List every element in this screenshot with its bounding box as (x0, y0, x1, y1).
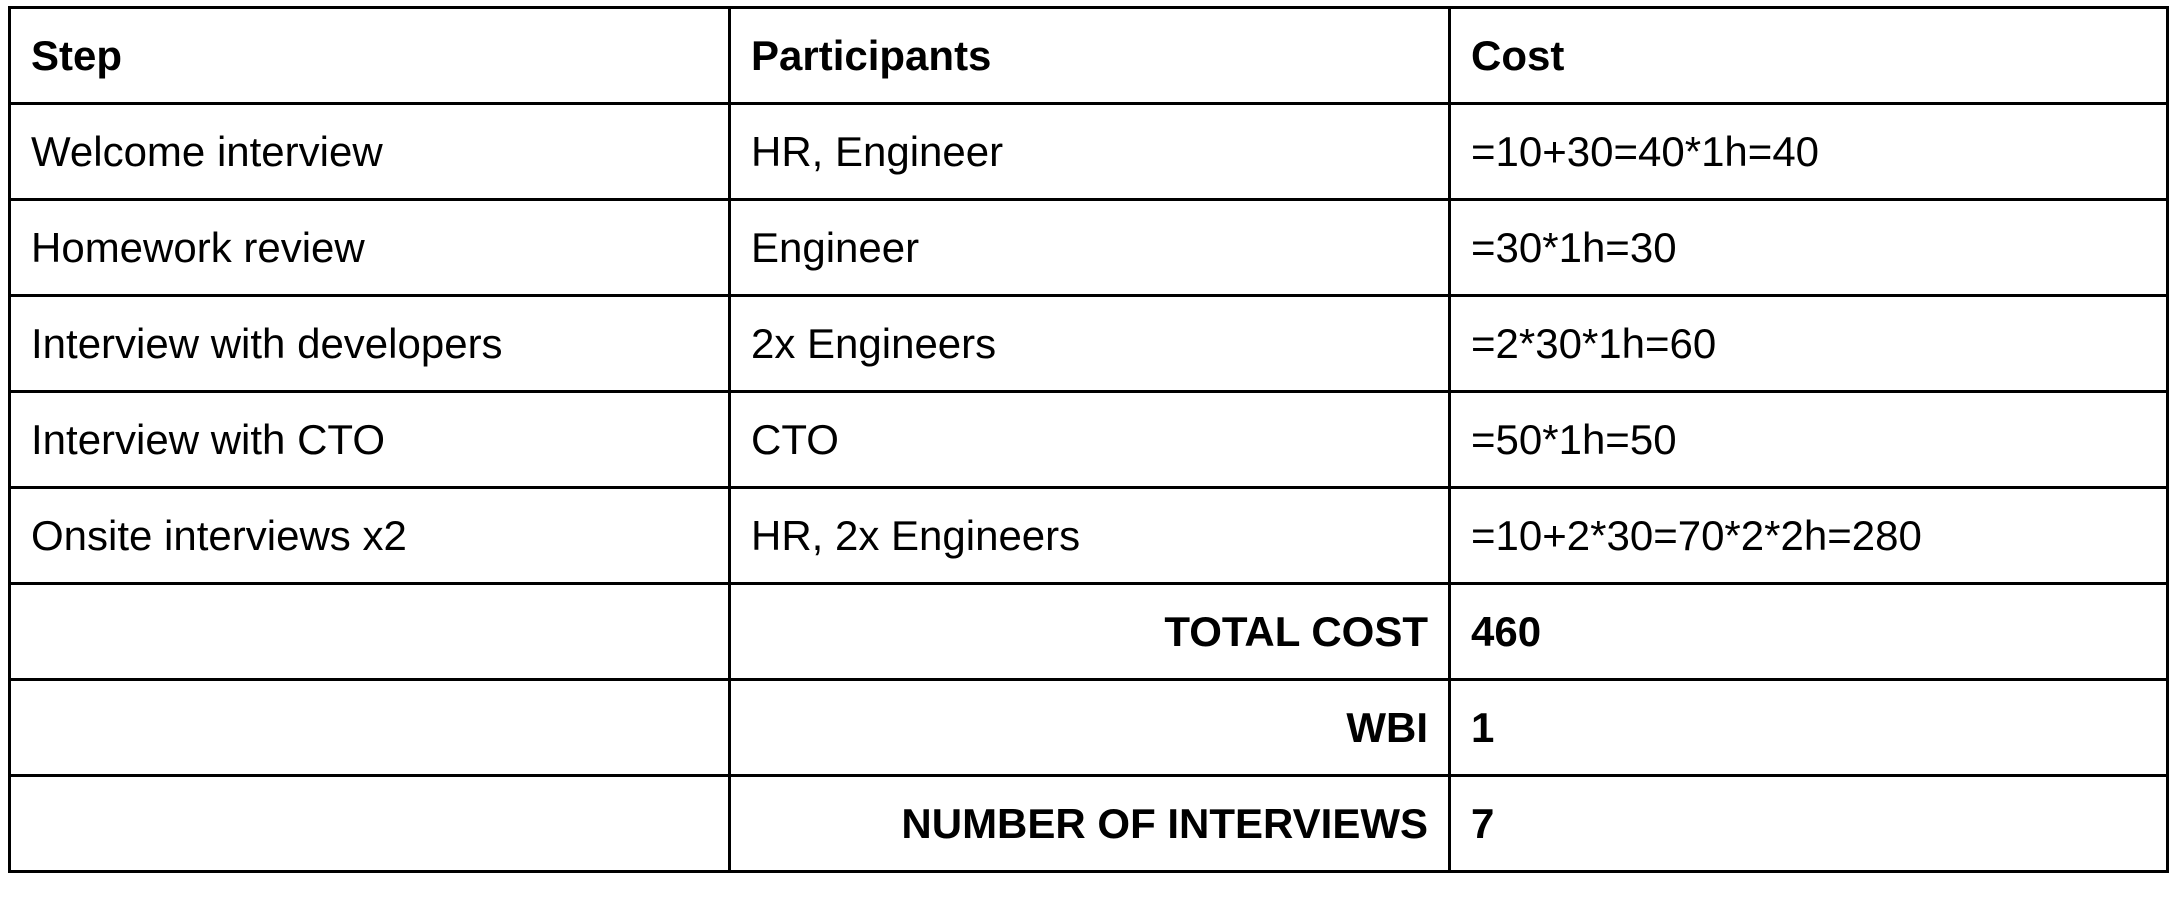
cell-participants: CTO (728, 390, 1451, 489)
summary-empty-cell (8, 678, 731, 777)
cell-step: Homework review (8, 198, 731, 297)
table-row: Homework review Engineer =30*1h=30 (8, 198, 2169, 297)
cell-step: Welcome interview (8, 102, 731, 201)
table-header-row: Step Participants Cost (8, 6, 2169, 105)
summary-value: 1 (1448, 678, 2169, 777)
cell-step: Interview with CTO (8, 390, 731, 489)
summary-row-number-of-interviews: NUMBER OF INTERVIEWS 7 (8, 774, 2169, 873)
cell-step: Onsite interviews x2 (8, 486, 731, 585)
cell-participants: HR, 2x Engineers (728, 486, 1451, 585)
cell-cost: =50*1h=50 (1448, 390, 2169, 489)
summary-label: NUMBER OF INTERVIEWS (728, 774, 1451, 873)
cell-participants: HR, Engineer (728, 102, 1451, 201)
table-row: Onsite interviews x2 HR, 2x Engineers =1… (8, 486, 2169, 585)
summary-value: 460 (1448, 582, 2169, 681)
table-row: Interview with developers 2x Engineers =… (8, 294, 2169, 393)
cell-cost: =2*30*1h=60 (1448, 294, 2169, 393)
summary-empty-cell (8, 774, 731, 873)
header-cost: Cost (1448, 6, 2169, 105)
cell-participants: Engineer (728, 198, 1451, 297)
cell-participants: 2x Engineers (728, 294, 1451, 393)
table-row: Welcome interview HR, Engineer =10+30=40… (8, 102, 2169, 201)
cell-cost: =10+2*30=70*2*2h=280 (1448, 486, 2169, 585)
summary-empty-cell (8, 582, 731, 681)
interview-cost-table: Step Participants Cost Welcome interview… (8, 6, 2169, 873)
header-participants: Participants (728, 6, 1451, 105)
cell-step: Interview with developers (8, 294, 731, 393)
summary-value: 7 (1448, 774, 2169, 873)
table-row: Interview with CTO CTO =50*1h=50 (8, 390, 2169, 489)
cell-cost: =30*1h=30 (1448, 198, 2169, 297)
summary-label: WBI (728, 678, 1451, 777)
summary-label: TOTAL COST (728, 582, 1451, 681)
summary-row-wbi: WBI 1 (8, 678, 2169, 777)
summary-row-total-cost: TOTAL COST 460 (8, 582, 2169, 681)
header-step: Step (8, 6, 731, 105)
cell-cost: =10+30=40*1h=40 (1448, 102, 2169, 201)
